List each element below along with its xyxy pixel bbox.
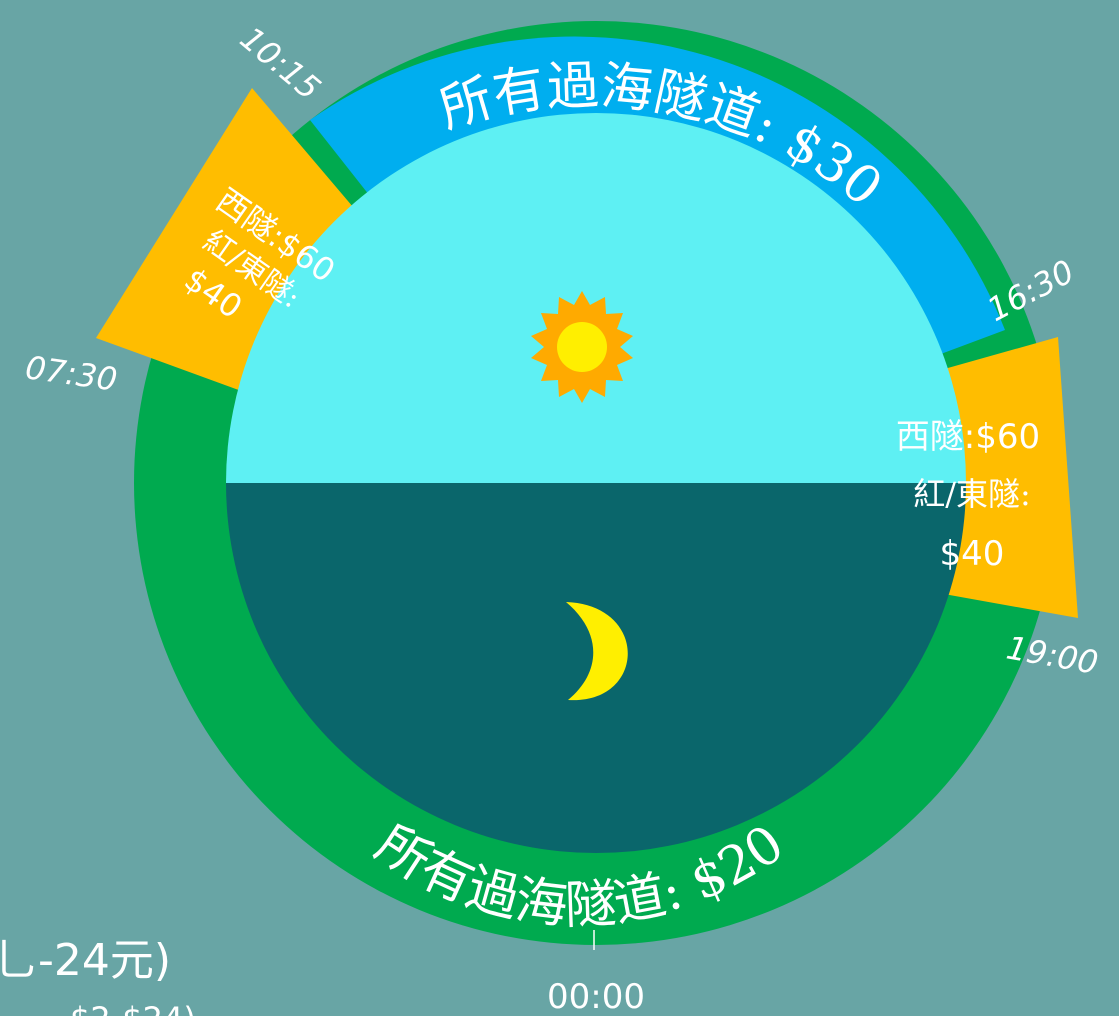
cropped-price-subtext: $2-$24) [70, 1000, 196, 1016]
time-label-1015: 10:15 [233, 19, 328, 107]
evening-peak-line2: 紅/東隧: [913, 475, 1031, 513]
evening-peak-line1: 西隧:$60 [896, 417, 1040, 457]
time-label-1900: 19:00 [1004, 628, 1101, 681]
time-label-0730: 07:30 [23, 348, 120, 398]
cropped-price-text: 乚-24元) [0, 935, 171, 986]
time-label-0000: 00:00 [547, 977, 645, 1016]
evening-peak-line3: $40 [940, 534, 1005, 574]
